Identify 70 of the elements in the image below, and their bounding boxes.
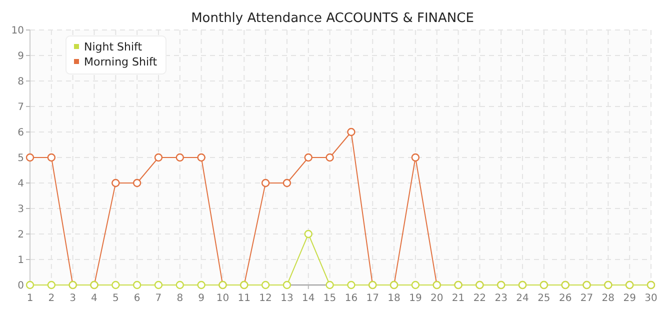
point bbox=[47, 280, 56, 290]
point bbox=[326, 153, 334, 162]
x-tick-label: 13 bbox=[280, 293, 294, 304]
x-tick-label: 23 bbox=[494, 293, 508, 304]
x-tick-label: 6 bbox=[134, 293, 140, 304]
point bbox=[197, 153, 206, 162]
x-tick-label: 22 bbox=[473, 293, 486, 304]
point bbox=[304, 153, 312, 162]
point bbox=[154, 153, 163, 162]
y-tick-label: 4 bbox=[18, 178, 24, 190]
point bbox=[176, 153, 184, 162]
point bbox=[261, 178, 270, 188]
point bbox=[26, 280, 34, 290]
point bbox=[132, 280, 142, 290]
x-tick-label: 3 bbox=[70, 293, 76, 304]
y-tick-label: 8 bbox=[18, 76, 24, 88]
x-tick-label: 30 bbox=[644, 293, 658, 304]
x-tick-label: 20 bbox=[430, 293, 444, 304]
x-tick-label: 21 bbox=[452, 293, 465, 304]
point bbox=[176, 280, 184, 290]
x-tick-label: 1 bbox=[26, 293, 34, 304]
x-tick-label: 7 bbox=[155, 293, 162, 304]
point bbox=[304, 230, 312, 238]
x-tick-label: 27 bbox=[580, 293, 594, 304]
y-tick-label: 5 bbox=[18, 153, 24, 164]
legend-label: Night Shift bbox=[84, 40, 143, 54]
x-tick-label: 15 bbox=[323, 293, 336, 304]
x-tick-label: 29 bbox=[623, 293, 636, 304]
y-tick-label: 9 bbox=[18, 51, 24, 62]
point bbox=[154, 280, 163, 290]
x-tick-label: 25 bbox=[538, 293, 550, 304]
x-tick-label: 14 bbox=[302, 293, 315, 304]
point bbox=[282, 280, 292, 290]
point bbox=[282, 178, 292, 188]
x-tick-label: 16 bbox=[344, 293, 358, 304]
x-tick-label: 11 bbox=[238, 293, 251, 304]
point bbox=[197, 280, 206, 290]
x-tick-label: 2 bbox=[48, 293, 55, 304]
x-tick-label: 12 bbox=[259, 293, 272, 304]
x-tick-label: 26 bbox=[558, 293, 572, 304]
point bbox=[112, 178, 120, 188]
point bbox=[47, 153, 56, 162]
point bbox=[411, 153, 420, 162]
x-tick-label: 28 bbox=[602, 293, 615, 304]
point bbox=[347, 128, 356, 136]
x-tick-label: 17 bbox=[366, 293, 379, 304]
y-tick-label: 3 bbox=[18, 204, 24, 215]
x-tick-label: 19 bbox=[409, 293, 422, 304]
x-tick-label: 9 bbox=[198, 293, 204, 304]
chart-title: Monthly Attendance ACCOUNTS & FINANCE bbox=[191, 11, 474, 26]
point bbox=[261, 280, 270, 290]
x-tick-label: 8 bbox=[176, 293, 184, 304]
x-tick-label: 24 bbox=[516, 293, 529, 304]
point bbox=[26, 153, 34, 162]
legend-label: Morning Shift bbox=[84, 55, 158, 68]
x-tick-label: 10 bbox=[216, 293, 230, 304]
y-tick-label: 6 bbox=[18, 128, 24, 138]
x-tick-label: 18 bbox=[388, 293, 400, 304]
point bbox=[132, 178, 142, 188]
y-tick-label: 0 bbox=[18, 280, 24, 292]
y-tick-label: 10 bbox=[11, 26, 24, 36]
y-tick-label: 7 bbox=[18, 102, 24, 113]
x-tick-label: 4 bbox=[91, 293, 98, 304]
point bbox=[411, 280, 420, 290]
y-tick-label: 1 bbox=[18, 255, 24, 266]
point bbox=[326, 280, 334, 290]
y-tick-label: 2 bbox=[18, 230, 24, 240]
point bbox=[112, 280, 120, 290]
point bbox=[347, 280, 356, 290]
x-tick-label: 5 bbox=[112, 293, 119, 304]
